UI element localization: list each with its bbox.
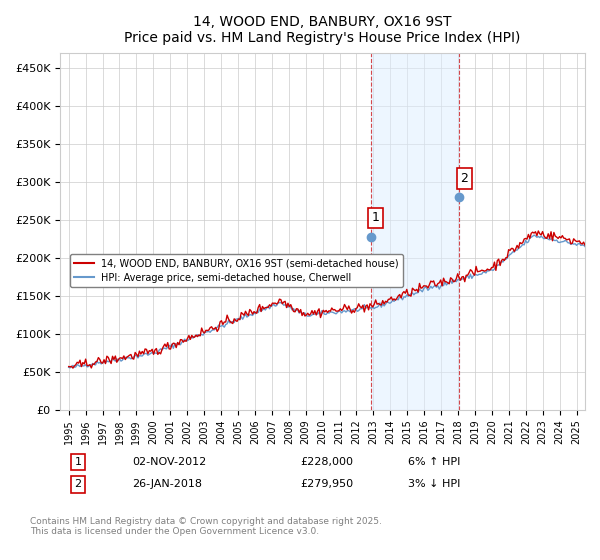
Text: 2: 2 (460, 172, 468, 185)
Bar (371, 53, 459, 409)
Legend: 14, WOOD END, BANBURY, OX16 9ST (semi-detached house), HPI: Average price, semi-: 14, WOOD END, BANBURY, OX16 9ST (semi-de… (70, 254, 403, 287)
Text: 26-JAN-2018: 26-JAN-2018 (132, 479, 202, 489)
Text: 6% ↑ HPI: 6% ↑ HPI (408, 457, 460, 467)
Text: Contains HM Land Registry data © Crown copyright and database right 2025.
This d: Contains HM Land Registry data © Crown c… (30, 517, 382, 536)
Text: £279,950: £279,950 (300, 479, 353, 489)
Title: 14, WOOD END, BANBURY, OX16 9ST
Price paid vs. HM Land Registry's House Price In: 14, WOOD END, BANBURY, OX16 9ST Price pa… (124, 15, 521, 45)
Text: 2: 2 (74, 479, 82, 489)
Text: 1: 1 (74, 457, 82, 467)
Text: 02-NOV-2012: 02-NOV-2012 (132, 457, 206, 467)
Text: £228,000: £228,000 (300, 457, 353, 467)
Text: 3% ↓ HPI: 3% ↓ HPI (408, 479, 460, 489)
Text: 1: 1 (372, 211, 380, 225)
